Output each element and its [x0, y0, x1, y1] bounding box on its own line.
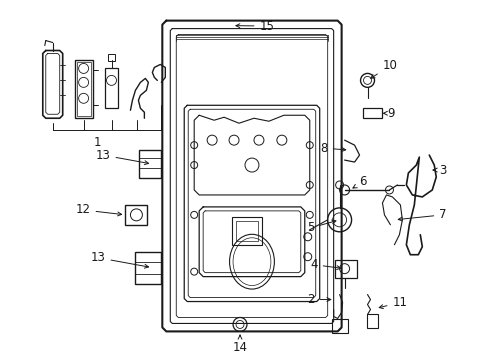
Text: 13: 13 — [96, 149, 148, 165]
Bar — [331, 319, 347, 333]
Bar — [77, 62, 90, 116]
Text: 9: 9 — [383, 107, 394, 120]
Text: 15: 15 — [235, 19, 274, 32]
Text: 12: 12 — [76, 203, 122, 216]
Text: 4: 4 — [309, 258, 340, 271]
Bar — [232, 217, 262, 245]
Text: 3: 3 — [432, 163, 446, 176]
Text: 7: 7 — [397, 208, 446, 221]
Text: 14: 14 — [232, 335, 247, 354]
Bar — [104, 68, 118, 108]
Text: 8: 8 — [320, 141, 345, 155]
Bar — [107, 54, 115, 62]
Bar — [236, 221, 258, 241]
Text: 1: 1 — [94, 136, 101, 149]
Text: 10: 10 — [370, 59, 397, 78]
Bar — [334, 260, 356, 278]
Text: 6: 6 — [352, 175, 366, 189]
Bar — [135, 252, 161, 284]
Bar — [139, 150, 161, 178]
Text: 11: 11 — [379, 296, 407, 309]
Text: 13: 13 — [90, 251, 148, 268]
Bar — [75, 60, 92, 118]
Bar — [362, 108, 382, 118]
Bar — [125, 205, 147, 225]
Bar — [366, 315, 378, 328]
Text: 5: 5 — [307, 220, 335, 234]
Text: 2: 2 — [306, 293, 330, 306]
